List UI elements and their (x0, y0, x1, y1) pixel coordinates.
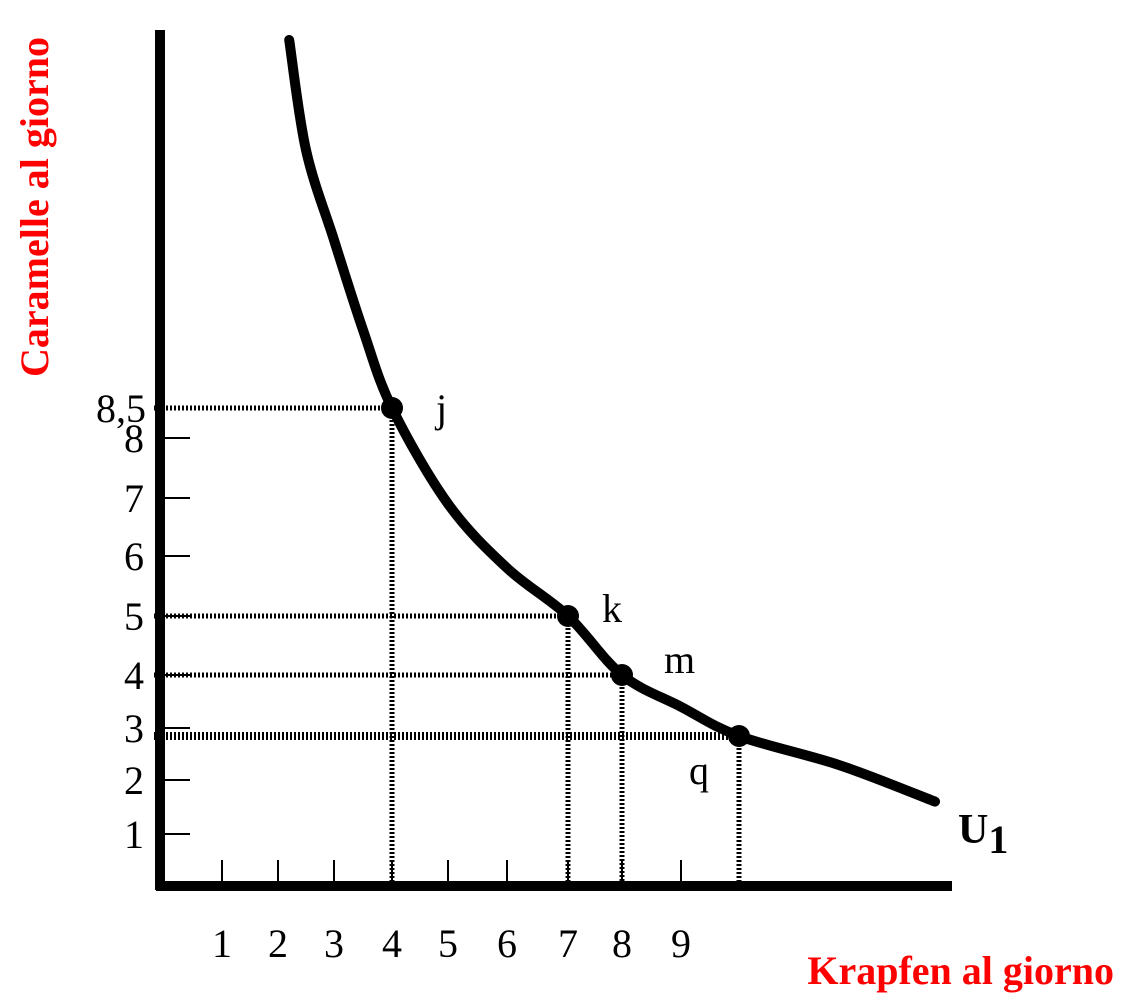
point-label-m: m (664, 637, 695, 682)
y-tick-label: 4 (124, 653, 144, 698)
y-tick-label: 3 (124, 706, 144, 751)
y-tick-label: 5 (124, 594, 144, 639)
x-tick-label: 1 (212, 921, 232, 966)
y-tick-label: 6 (124, 534, 144, 579)
y-tick-label: 1 (124, 812, 144, 857)
x-tick-label: 8 (612, 921, 632, 966)
point-label-j: j (434, 386, 447, 431)
guide-lines (154, 405, 742, 886)
x-tick-label: 9 (671, 921, 691, 966)
curve-path-u1 (284, 35, 940, 807)
y-axis-title: Caramelle al giorno (12, 37, 57, 377)
x-axis-title: Krapfen al giorno (807, 948, 1114, 993)
point-marker-m (611, 664, 633, 686)
y-tick-label: 2 (124, 758, 144, 803)
y-tick-label: 8 (124, 416, 144, 461)
point-marker-q (728, 725, 750, 747)
x-tick-label: 6 (497, 921, 517, 966)
tick-marks (160, 437, 682, 886)
x-tick-label: 4 (382, 921, 402, 966)
point-label-q: q (689, 748, 709, 793)
x-tick-label: 7 (558, 921, 578, 966)
point-markers: j km q (381, 386, 750, 793)
indifference-curve (284, 35, 940, 807)
axes (155, 30, 952, 891)
y-tick-label: 7 (124, 476, 144, 521)
curve-label: U1 (958, 807, 1008, 862)
x-tick-label: 2 (268, 921, 288, 966)
x-tick-label: 3 (324, 921, 344, 966)
x-tick-label: 5 (438, 921, 458, 966)
y-tick-label: 8,5 (96, 386, 146, 431)
point-marker-j (381, 397, 403, 419)
point-marker-k (557, 605, 579, 627)
point-label-k: k (602, 586, 622, 631)
